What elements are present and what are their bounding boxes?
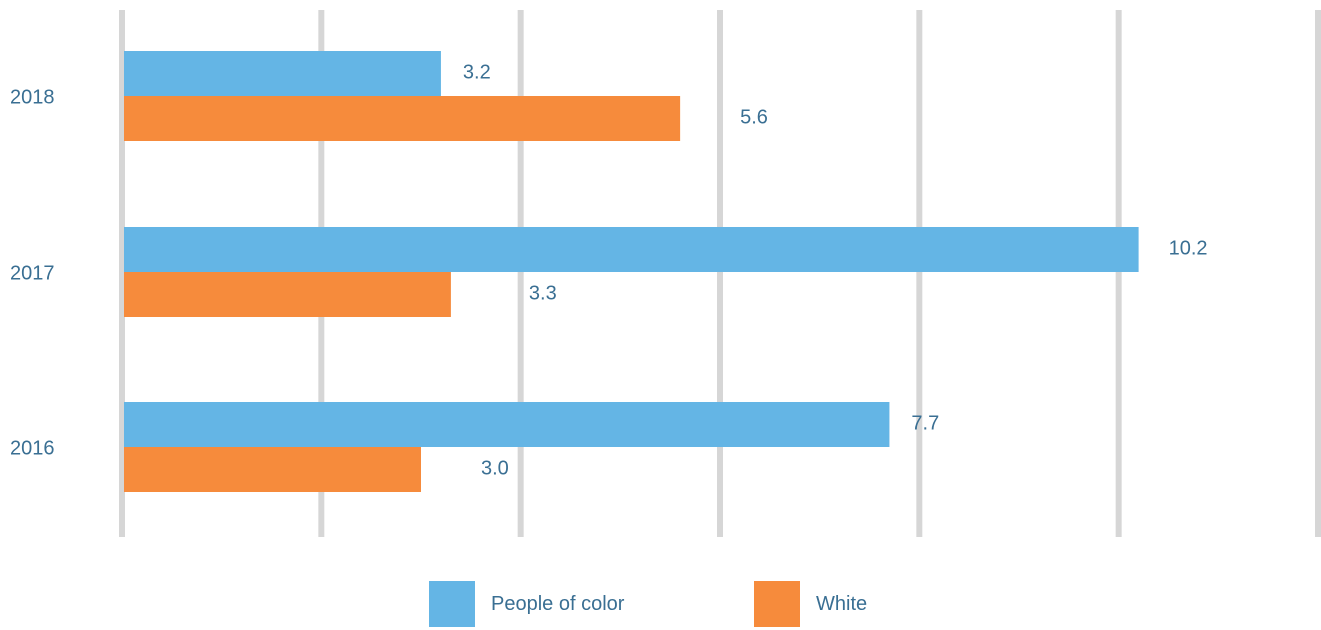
data-label: 3.3 — [529, 282, 557, 304]
legend-swatch-white — [754, 581, 800, 627]
bar-2017-people-of-color — [124, 227, 1139, 272]
y-tick-label: 2018 — [10, 86, 55, 108]
bar-2016-people-of-color — [124, 402, 890, 447]
legend-item-people-of-color: People of color — [429, 580, 624, 628]
data-label: 10.2 — [1169, 237, 1208, 259]
data-label: 7.7 — [911, 412, 939, 434]
bar-2017-white — [124, 272, 451, 317]
bar-chart-plot: 3.2 5.6 10.2 3.3 7.7 3.0 2018 2017 2016 — [10, 10, 1321, 537]
bar-2018-white — [124, 96, 681, 141]
legend-swatch-people-of-color — [429, 581, 475, 627]
data-label: 3.2 — [463, 61, 491, 83]
legend-label-people-of-color: People of color — [491, 592, 625, 615]
bar-2016-white — [124, 447, 421, 492]
bar-2018-people-of-color — [124, 51, 441, 96]
legend-label-white: White — [816, 592, 868, 615]
y-tick-label: 2016 — [10, 437, 55, 459]
bars — [124, 51, 1139, 492]
data-label: 5.6 — [740, 106, 768, 128]
legend: People of color White — [0, 580, 1321, 630]
data-label: 3.0 — [481, 457, 509, 479]
data-labels: 3.2 5.6 10.2 3.3 7.7 3.0 — [463, 61, 1208, 479]
y-axis-tick-labels: 2018 2017 2016 — [10, 86, 55, 459]
y-tick-label: 2017 — [10, 262, 55, 284]
legend-item-white: White — [754, 580, 867, 628]
